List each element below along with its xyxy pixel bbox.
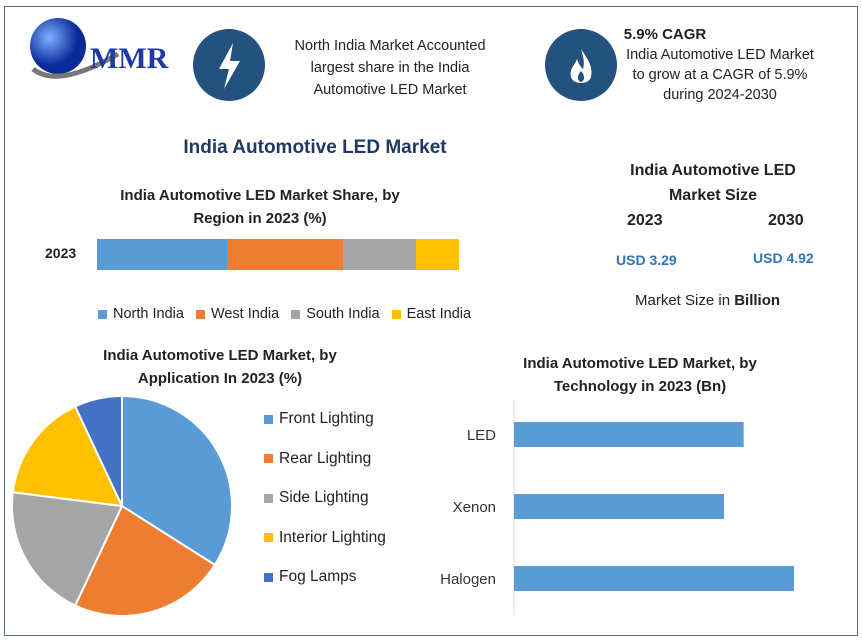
fact1-line: largest share in the India: [310, 60, 470, 76]
pie-slice-fog-lamps: [73, 394, 123, 507]
title-line: India Automotive LED Market, by: [103, 347, 337, 364]
region-bar-segment-east-india: [415, 239, 459, 270]
fact-north-india: North India Market Accounted largest sha…: [270, 35, 510, 101]
fact2-line: India Automotive LED Market: [626, 47, 814, 63]
legend-label: South India: [306, 306, 380, 322]
title-line: India Automotive LED Market Share, by: [120, 187, 400, 204]
legend-swatch: [264, 414, 273, 424]
legend-swatch: [195, 309, 205, 319]
legend-swatch: [264, 533, 273, 542]
region-bar-segment-west-india: [227, 239, 344, 270]
technology-bar-chart: LED Xenon Halogen: [440, 400, 794, 615]
legend-swatch: [264, 572, 273, 582]
category-label: LED: [467, 427, 496, 444]
title-line: Technology in 2023 (Bn): [553, 378, 727, 395]
application-chart-title: India Automotive LED Market, by Applicat…: [40, 344, 400, 390]
legend-swatch: [391, 309, 401, 319]
globe-icon: [30, 18, 120, 79]
lightning-icon: [193, 29, 265, 101]
legend-label: Interior Lighting: [279, 528, 386, 546]
region-chart-title: India Automotive LED Market Share, by Re…: [80, 184, 440, 230]
note-unit: Billion: [734, 292, 781, 309]
application-pie-chart: [11, 394, 233, 617]
application-legend: Front Lighting Rear Lighting Side Lighting…: [264, 410, 386, 586]
region-stacked-bar: [97, 239, 459, 270]
flame-icon: [545, 29, 617, 101]
legend-swatch: [264, 493, 273, 503]
legend-item: Interior Lighting: [264, 529, 386, 547]
legend-swatch: [98, 309, 107, 319]
title-line: Region in 2023 (%): [193, 210, 327, 227]
mmr-logo: MMR: [28, 14, 178, 84]
legend-item: Front Lighting: [264, 410, 386, 428]
legend-label: East India: [406, 306, 472, 322]
market-size-title: India Automotive LED Market Size: [600, 158, 826, 208]
bar-halogen: [514, 566, 794, 591]
legend-item: North India: [98, 306, 184, 322]
logo-text: MMR: [90, 42, 169, 75]
legend-label: Rear Lighting: [279, 449, 372, 467]
legend-label: Front Lighting: [279, 410, 374, 427]
legend-label: North India: [113, 306, 184, 322]
value-2030: USD 4.92: [753, 250, 814, 266]
pie-slice-interior-lighting: [11, 405, 124, 508]
legend-label: Side Lighting: [279, 489, 369, 506]
fact1-line: North India Market Accounted: [294, 38, 486, 54]
fact-cagr: 5.9% CAGR India Automotive LED Market to…: [610, 25, 830, 105]
pie-slice-side-lighting: [11, 491, 124, 607]
category-label: Halogen: [440, 571, 496, 588]
title-line: Application In 2023 (%): [137, 370, 303, 387]
title-line: India Automotive LED: [630, 162, 796, 179]
legend-item: East India: [391, 306, 472, 322]
legend-swatch: [264, 454, 273, 463]
region-legend: North India West India South India East Ind…: [98, 306, 471, 322]
fact2-line: during 2024-2030: [663, 87, 777, 103]
region-bar-segment-north-india: [97, 239, 228, 270]
year-2030: 2030: [768, 212, 804, 229]
legend-item: Rear Lighting: [264, 450, 386, 468]
value-2023: USD 3.29: [616, 252, 677, 268]
note-prefix: Market Size in: [635, 292, 735, 309]
title-line: Market Size: [668, 187, 758, 204]
region-category-label: 2023: [45, 245, 77, 261]
fact2-line: to grow at a CAGR of 5.9%: [632, 67, 808, 83]
legend-item: South India: [291, 306, 380, 322]
bar-led: [514, 422, 744, 447]
infographic-frame: [4, 6, 858, 636]
legend-item: Fog Lamps: [264, 568, 386, 586]
technology-chart-title: India Automotive LED Market, by Technolo…: [460, 352, 820, 398]
category-label: Xenon: [453, 499, 496, 516]
legend-label: West India: [210, 306, 280, 322]
legend-item: Side Lighting: [264, 489, 386, 507]
legend-label: Fog Lamps: [279, 568, 357, 585]
main-title: India Automotive LED Market: [183, 137, 447, 158]
legend-item: West India: [195, 306, 280, 322]
title-line: India Automotive LED Market, by: [523, 355, 757, 372]
region-bar-segment-south-india: [343, 239, 416, 270]
bar-xenon: [514, 494, 724, 519]
legend-swatch: [291, 309, 301, 319]
fact1-line: Automotive LED Market: [313, 82, 467, 98]
market-size-note: Market Size in Billion: [635, 292, 780, 309]
cagr-title: 5.9% CAGR: [623, 26, 707, 43]
year-2023: 2023: [627, 212, 663, 229]
